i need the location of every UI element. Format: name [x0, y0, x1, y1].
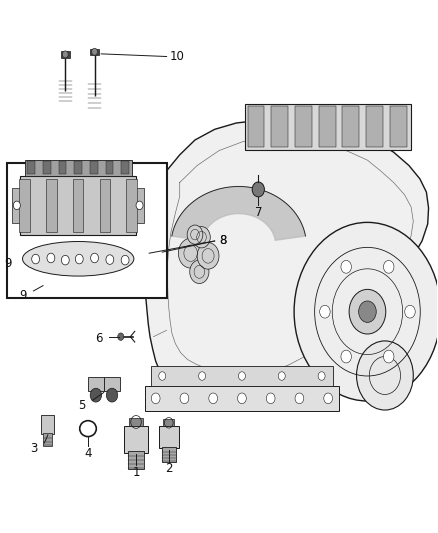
Text: 8: 8 [219, 235, 226, 247]
Bar [90, 49, 99, 55]
Bar [106, 161, 113, 174]
Bar [151, 366, 332, 386]
Bar [135, 188, 144, 223]
Circle shape [106, 255, 114, 264]
Bar [319, 106, 336, 147]
Bar [124, 426, 148, 453]
Circle shape [151, 393, 160, 403]
Bar [12, 188, 21, 223]
Bar [343, 106, 359, 147]
Text: 10: 10 [170, 50, 185, 63]
Text: 4: 4 [84, 447, 92, 459]
Circle shape [61, 255, 69, 265]
Circle shape [159, 372, 166, 380]
Circle shape [121, 255, 129, 265]
Circle shape [136, 201, 143, 209]
Bar [41, 415, 54, 434]
Polygon shape [172, 187, 305, 240]
Circle shape [384, 350, 394, 363]
Circle shape [193, 227, 210, 248]
Bar [43, 161, 51, 174]
Circle shape [341, 261, 351, 273]
Bar [121, 161, 129, 174]
Bar [127, 451, 145, 470]
Circle shape [197, 243, 219, 269]
Circle shape [91, 253, 99, 263]
Bar [159, 426, 179, 448]
Bar [43, 433, 53, 446]
Bar [46, 179, 57, 232]
Bar [59, 161, 67, 174]
Bar [90, 161, 98, 174]
Bar [25, 160, 132, 176]
Circle shape [106, 388, 118, 402]
Circle shape [90, 388, 102, 402]
Circle shape [92, 48, 97, 55]
Circle shape [187, 225, 203, 244]
Circle shape [32, 254, 39, 264]
Circle shape [341, 350, 351, 363]
Circle shape [13, 201, 20, 209]
Circle shape [180, 393, 189, 403]
Bar [390, 106, 407, 147]
Ellipse shape [22, 241, 134, 276]
Circle shape [75, 254, 83, 264]
Circle shape [63, 51, 68, 58]
Text: 7: 7 [255, 206, 263, 219]
Circle shape [238, 372, 245, 380]
Circle shape [349, 289, 386, 334]
Bar [245, 104, 411, 150]
Bar [366, 106, 383, 147]
Bar [295, 106, 312, 147]
Text: 9: 9 [19, 289, 27, 302]
Circle shape [320, 305, 330, 318]
Circle shape [178, 238, 203, 268]
Circle shape [318, 372, 325, 380]
Circle shape [252, 182, 265, 197]
Circle shape [405, 305, 415, 318]
Text: 5: 5 [78, 399, 85, 413]
Circle shape [47, 253, 55, 263]
Bar [104, 376, 120, 391]
Circle shape [295, 393, 304, 403]
Bar [20, 176, 136, 235]
Bar [271, 106, 288, 147]
Text: 6: 6 [95, 332, 102, 345]
Bar [247, 106, 265, 147]
Bar [7, 163, 166, 298]
Circle shape [209, 393, 218, 403]
Bar [73, 179, 83, 232]
Circle shape [190, 260, 209, 284]
Text: 9: 9 [4, 257, 12, 270]
Bar [60, 51, 70, 58]
Text: 2: 2 [165, 462, 173, 475]
Circle shape [118, 333, 124, 341]
Circle shape [359, 301, 376, 322]
Circle shape [237, 393, 246, 403]
Bar [88, 376, 104, 391]
Bar [163, 419, 174, 426]
Polygon shape [145, 120, 428, 406]
Circle shape [357, 341, 413, 410]
Bar [27, 161, 35, 174]
Text: 8: 8 [219, 235, 226, 247]
Bar [127, 179, 137, 232]
Text: 1: 1 [132, 466, 140, 479]
Circle shape [294, 222, 438, 401]
Bar [129, 418, 143, 426]
Circle shape [324, 393, 332, 403]
Bar [100, 179, 110, 232]
Circle shape [384, 261, 394, 273]
Circle shape [278, 372, 285, 380]
Bar [74, 161, 82, 174]
Text: 3: 3 [30, 442, 38, 455]
Circle shape [198, 372, 205, 380]
Bar [162, 447, 176, 462]
Bar [145, 385, 339, 411]
Bar [19, 179, 30, 232]
Circle shape [266, 393, 275, 403]
